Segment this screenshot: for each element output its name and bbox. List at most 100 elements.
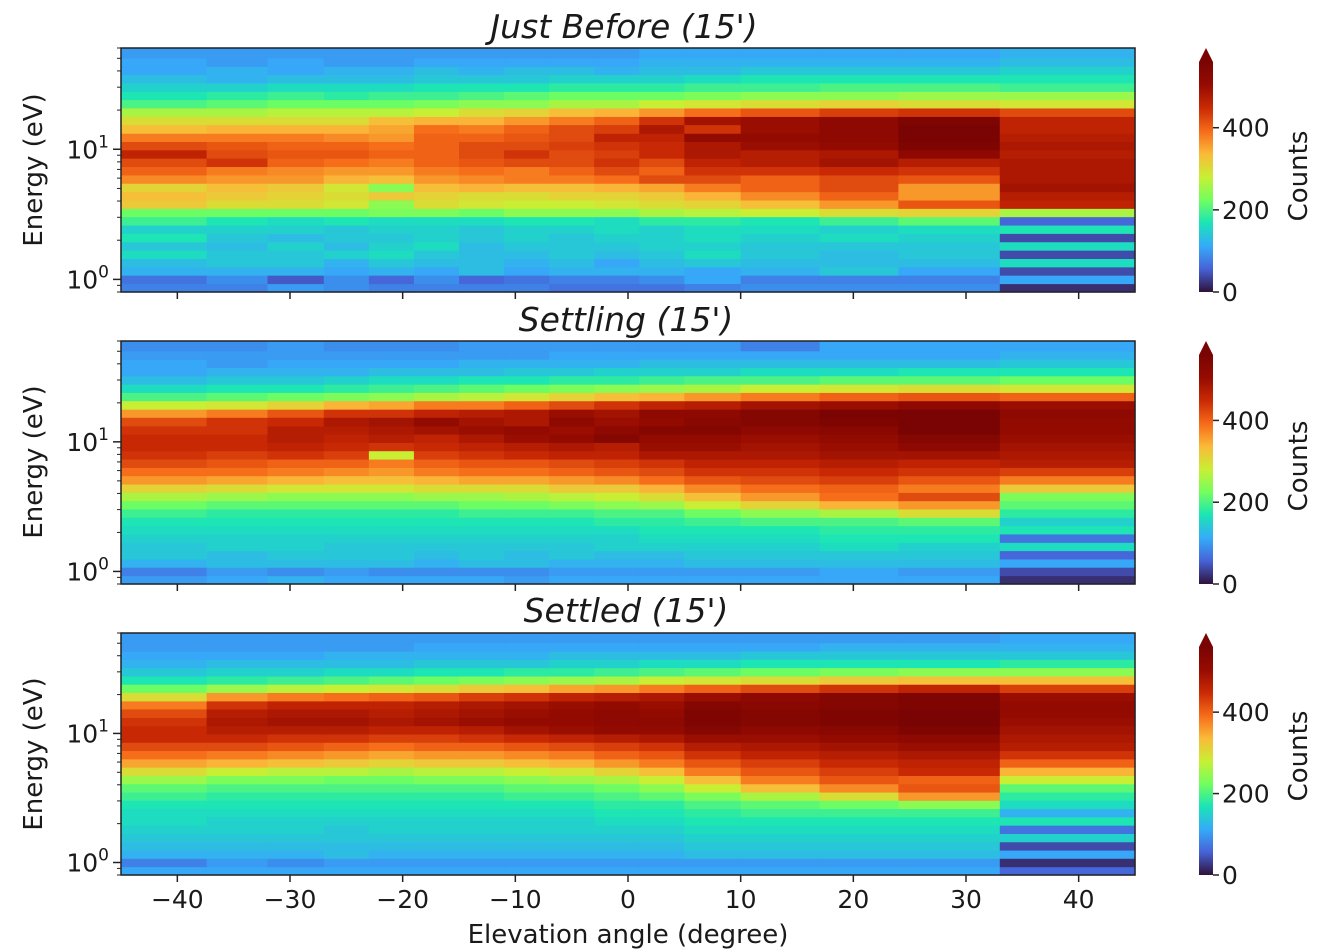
- heatmap-cell: [819, 367, 899, 377]
- heatmap-cell: [323, 642, 370, 652]
- heatmap-cell: [323, 467, 370, 477]
- y-tick-label: 100: [66, 845, 109, 877]
- heatmap-cell: [413, 575, 460, 585]
- heatmap-cell: [594, 99, 640, 109]
- heatmap-cell: [999, 392, 1136, 402]
- heatmap-cell: [999, 651, 1136, 660]
- heatmap-cell: [999, 99, 1136, 109]
- heatmap-cell: [684, 742, 742, 752]
- heatmap-cell: [459, 82, 505, 92]
- heatmap-cell: [549, 74, 595, 84]
- heatmap-cell: [740, 367, 821, 377]
- heatmap-cell: [267, 825, 325, 835]
- heatmap-cell: [206, 849, 269, 859]
- heatmap-cell: [549, 458, 595, 468]
- heatmap-cell: [323, 216, 370, 226]
- heatmap-cell: [740, 775, 821, 785]
- heatmap-cell: [121, 233, 208, 243]
- x-tick-label: −10: [489, 885, 542, 914]
- heatmap-cell: [819, 717, 899, 727]
- heatmap-cell: [740, 750, 821, 760]
- heatmap-cell: [413, 508, 460, 518]
- heatmap-cell: [267, 866, 325, 876]
- heatmap-cell: [684, 258, 742, 268]
- heatmap-cell: [639, 258, 685, 268]
- heatmap-cell: [323, 800, 370, 810]
- heatmap-cell: [819, 283, 899, 293]
- heatmap-cell: [459, 808, 505, 818]
- heatmap-cell: [898, 107, 1001, 117]
- heatmap-cell: [323, 675, 370, 685]
- heatmap-cell: [999, 341, 1136, 352]
- heatmap-cell: [740, 642, 821, 652]
- colorbar: 0 200 400: [1199, 48, 1270, 307]
- heatmap-cell: [206, 258, 269, 268]
- heatmap-cell: [504, 241, 550, 251]
- heatmap-cell: [684, 458, 742, 468]
- heatmap-cell: [121, 742, 208, 752]
- heatmap-cell: [323, 266, 370, 276]
- heatmap-cell: [898, 283, 1001, 293]
- heatmap-cell: [323, 183, 370, 193]
- heatmap-cell: [267, 350, 325, 360]
- heatmap-cell: [267, 475, 325, 485]
- heatmap-cell: [898, 675, 1001, 685]
- heatmap-cell: [639, 533, 685, 543]
- heatmap-cell: [549, 475, 595, 485]
- heatmap-cell: [819, 241, 899, 251]
- heatmap-cell: [413, 866, 460, 876]
- heatmap-cell: [819, 216, 899, 226]
- heatmap-cell: [639, 400, 685, 410]
- heatmap-cell: [639, 508, 685, 518]
- heatmap-cell: [898, 266, 1001, 276]
- heatmap-cell: [740, 74, 821, 84]
- heatmap-cell: [504, 191, 550, 201]
- heatmap-cell: [121, 141, 208, 151]
- heatmap-cell: [999, 450, 1136, 460]
- heatmap-cell: [121, 199, 208, 209]
- heatmap-cell: [267, 341, 325, 352]
- heatmap-cell: [639, 174, 685, 184]
- heatmap-cell: [740, 517, 821, 527]
- y-axis-label: Energy (eV): [19, 93, 49, 246]
- heatmap-cell: [121, 467, 208, 477]
- heatmap-cell: [999, 750, 1136, 760]
- colorbar-label: Counts: [1284, 711, 1314, 802]
- heatmap-cell: [368, 567, 415, 577]
- heatmap-cell: [206, 717, 269, 727]
- heatmap-cell: [740, 450, 821, 460]
- heatmap-cell: [898, 467, 1001, 477]
- heatmap-cell: [594, 266, 640, 276]
- heatmap-cell: [999, 667, 1136, 677]
- heatmap-cell: [819, 775, 899, 785]
- heatmap-cell: [413, 833, 460, 843]
- heatmap-cell: [639, 567, 685, 577]
- heatmap-cell: [898, 174, 1001, 184]
- heatmap-cell: [206, 508, 269, 518]
- heatmap-cell: [267, 91, 325, 101]
- heatmap-cell: [594, 866, 640, 876]
- heatmap-cell: [121, 708, 208, 719]
- heatmap-cell: [504, 158, 550, 168]
- heatmap-cell: [504, 433, 550, 443]
- heatmap-cell: [368, 542, 415, 552]
- heatmap-cell: [594, 57, 640, 67]
- heatmap-cell: [594, 750, 640, 760]
- heatmap-cell: [206, 275, 269, 285]
- heatmap-cell: [999, 191, 1136, 201]
- heatmap-cell: [459, 733, 505, 743]
- heatmap-cell: [459, 475, 505, 485]
- heatmap-cell: [898, 841, 1001, 851]
- heatmap-cell: [999, 116, 1136, 126]
- heatmap-cell: [684, 124, 742, 134]
- heatmap-cell: [323, 241, 370, 251]
- heatmap-cell: [819, 833, 899, 843]
- heatmap-cell: [121, 733, 208, 743]
- heatmap-cell: [594, 191, 640, 201]
- heatmap-cell: [206, 375, 269, 385]
- heatmap-cell: [206, 816, 269, 826]
- heatmap-cell: [413, 517, 460, 527]
- heatmap-cell: [368, 350, 415, 360]
- heatmap-cell: [684, 700, 742, 710]
- heatmap-cell: [121, 866, 208, 876]
